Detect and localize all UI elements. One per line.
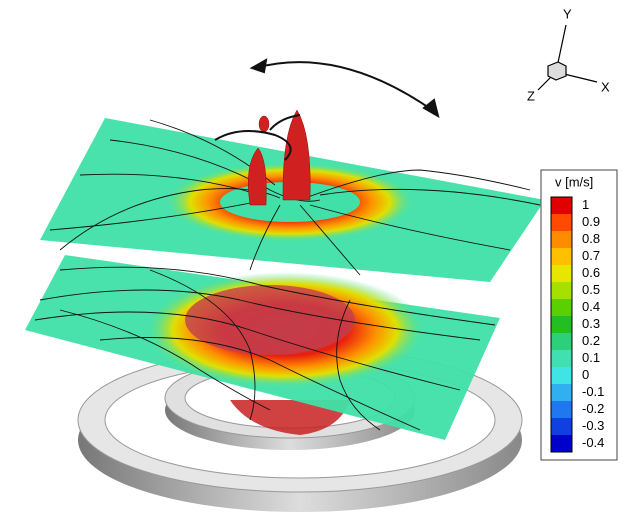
- axes-triad: [538, 25, 597, 90]
- colorbar-swatch: [551, 435, 572, 452]
- colorbar-label: -0.3: [582, 418, 604, 433]
- colorbar-swatch: [551, 214, 572, 231]
- colorbar-swatch: [551, 384, 572, 401]
- colorbar-label: 0.1: [582, 350, 600, 365]
- colorbar-label: 0: [582, 367, 589, 382]
- axis-label-x: X: [601, 79, 610, 94]
- figure: Y X Z v [m/s] 1 0.9 0.8 0.7 0.6 0.5 0.4 0.3 0.2 0…: [0, 0, 632, 513]
- colorbar-label: 0.6: [582, 265, 600, 280]
- colorbar-label: 0.9: [582, 214, 600, 229]
- colorbar-label: 0.4: [582, 299, 600, 314]
- colorbar-swatch: [551, 367, 572, 384]
- colorbar-label: 0.7: [582, 248, 600, 263]
- colorbar-swatch: [551, 401, 572, 418]
- colorbar-swatch: [551, 316, 572, 333]
- colorbar-swatch: [551, 418, 572, 435]
- colorbar-swatch: [551, 231, 572, 248]
- colorbar-label: 0.8: [582, 231, 600, 246]
- colorbar-swatch: [551, 265, 572, 282]
- colorbar-label: -0.1: [582, 384, 604, 399]
- colorbar-label: 0.5: [582, 282, 600, 297]
- colorbar-swatch: [551, 248, 572, 265]
- colorbar-label: -0.2: [582, 401, 604, 416]
- colorbar-title: v [m/s]: [555, 174, 593, 189]
- colorbar-swatch: [551, 299, 572, 316]
- colorbar-label: -0.4: [582, 435, 604, 450]
- colorbar-swatch: [551, 350, 572, 367]
- colorbar-label: 0.2: [582, 333, 600, 348]
- colorbar-label: 0.3: [582, 316, 600, 331]
- colorbar-swatch: [551, 333, 572, 350]
- axis-label-z: Z: [527, 88, 535, 103]
- colorbar-swatch: [551, 282, 572, 299]
- colorbar-label: 1: [582, 197, 589, 212]
- colorbar-swatch: [551, 197, 572, 214]
- axis-label-y: Y: [563, 6, 572, 21]
